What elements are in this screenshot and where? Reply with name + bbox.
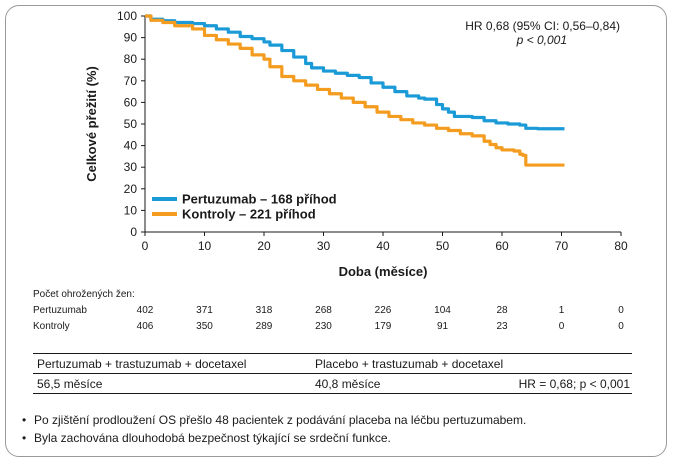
risk-value: 402 bbox=[136, 305, 154, 316]
y-tick-label: 90 bbox=[124, 31, 138, 45]
summary-col1-value: 56,5 měsíce bbox=[37, 377, 103, 391]
hr-annotation: HR 0,68 (95% CI: 0,56–0,84) bbox=[465, 19, 620, 33]
risk-value: 0 bbox=[558, 321, 565, 332]
series-layer bbox=[145, 14, 565, 167]
y-axis-title: Celkové přežití (%) bbox=[84, 66, 99, 182]
risk-value: 1 bbox=[558, 305, 565, 316]
x-axis-title: Doba (měsíce) bbox=[339, 264, 428, 279]
table-mid-rule bbox=[33, 373, 632, 374]
risk-value: 268 bbox=[315, 305, 332, 316]
risk-table-title: Počet ohrožených žen: bbox=[33, 289, 135, 300]
risk-value: 91 bbox=[436, 321, 449, 332]
x-tick-label: 70 bbox=[555, 239, 569, 253]
figure-frame bbox=[5, 5, 667, 457]
y-tick-label: 40 bbox=[124, 139, 138, 153]
risk-row-label-pertuzumab: Pertuzumab bbox=[33, 305, 87, 316]
risk-value: 104 bbox=[434, 305, 451, 316]
summary-col2-value: 40,8 měsíce bbox=[315, 377, 381, 391]
risk-value: 318 bbox=[255, 305, 273, 316]
table-top-rule bbox=[33, 353, 632, 354]
y-tick-label: 80 bbox=[124, 52, 138, 66]
y-tick-label: 100 bbox=[117, 9, 137, 23]
y-tick-label: 20 bbox=[124, 182, 138, 196]
x-tick-label: 50 bbox=[436, 239, 450, 253]
risk-value: 230 bbox=[315, 321, 332, 332]
risk-value: 28 bbox=[496, 305, 508, 316]
series-line-kontroly bbox=[145, 14, 565, 167]
bullet-marker: • bbox=[22, 431, 27, 445]
x-tick-label: 40 bbox=[376, 239, 390, 253]
risk-value: 371 bbox=[196, 305, 213, 316]
risk-value: 23 bbox=[496, 321, 508, 332]
y-tick-label: 0 bbox=[130, 225, 137, 239]
x-tick-label: 80 bbox=[614, 239, 628, 253]
risk-value: 179 bbox=[374, 321, 392, 332]
x-tick-label: 30 bbox=[317, 239, 331, 253]
risk-value: 289 bbox=[255, 321, 273, 332]
x-tick-label: 60 bbox=[495, 239, 509, 253]
footnote-2-text: Byla zachována dlouhodobá bezpečnost týk… bbox=[34, 431, 391, 445]
legend-label: Pertuzumab – 168 příhod bbox=[182, 192, 337, 207]
x-tick-label: 20 bbox=[257, 239, 271, 253]
y-tick-label: 50 bbox=[124, 117, 138, 131]
legend-label: Kontroly – 221 příhod bbox=[182, 207, 316, 222]
summary-hr: HR = 0,68; p < 0,001 bbox=[518, 377, 630, 391]
x-tick-label: 0 bbox=[142, 239, 149, 253]
footnote-1: • Po zjištění prodloužení OS přešlo 48 pa… bbox=[22, 413, 526, 428]
y-tick-label: 10 bbox=[124, 203, 138, 217]
risk-value: 0 bbox=[618, 305, 624, 316]
p-value-annotation: p < 0,001 bbox=[516, 33, 567, 47]
footnote-2: • Byla zachována dlouhodobá bezpečnost tý… bbox=[22, 431, 391, 446]
bullet-marker: • bbox=[22, 413, 27, 427]
risk-value: 0 bbox=[618, 321, 624, 332]
footnote-1-text: Po zjištění prodloužení OS přešlo 48 pac… bbox=[34, 413, 527, 427]
y-tick-label: 30 bbox=[124, 160, 138, 174]
chart-axes: 0 10 20 30 40 50 60 70 80 0 10 20 30 40 50 60 70 80 90 100 bbox=[117, 9, 628, 253]
y-tick-label: 70 bbox=[124, 74, 138, 88]
risk-value: 350 bbox=[196, 321, 213, 332]
risk-value: 406 bbox=[136, 321, 154, 332]
series-line-pertuzumab bbox=[145, 14, 565, 131]
x-tick-label: 10 bbox=[198, 239, 212, 253]
summary-col1-header: Pertuzumab + trastuzumab + docetaxel bbox=[37, 357, 247, 371]
risk-value: 226 bbox=[374, 305, 392, 316]
risk-row-label-kontroly: Kontroly bbox=[33, 321, 70, 332]
summary-col2-header: Placebo + trastuzumab + docetaxel bbox=[315, 357, 504, 371]
table-bottom-rule bbox=[33, 393, 632, 394]
y-tick-label: 60 bbox=[124, 95, 138, 109]
